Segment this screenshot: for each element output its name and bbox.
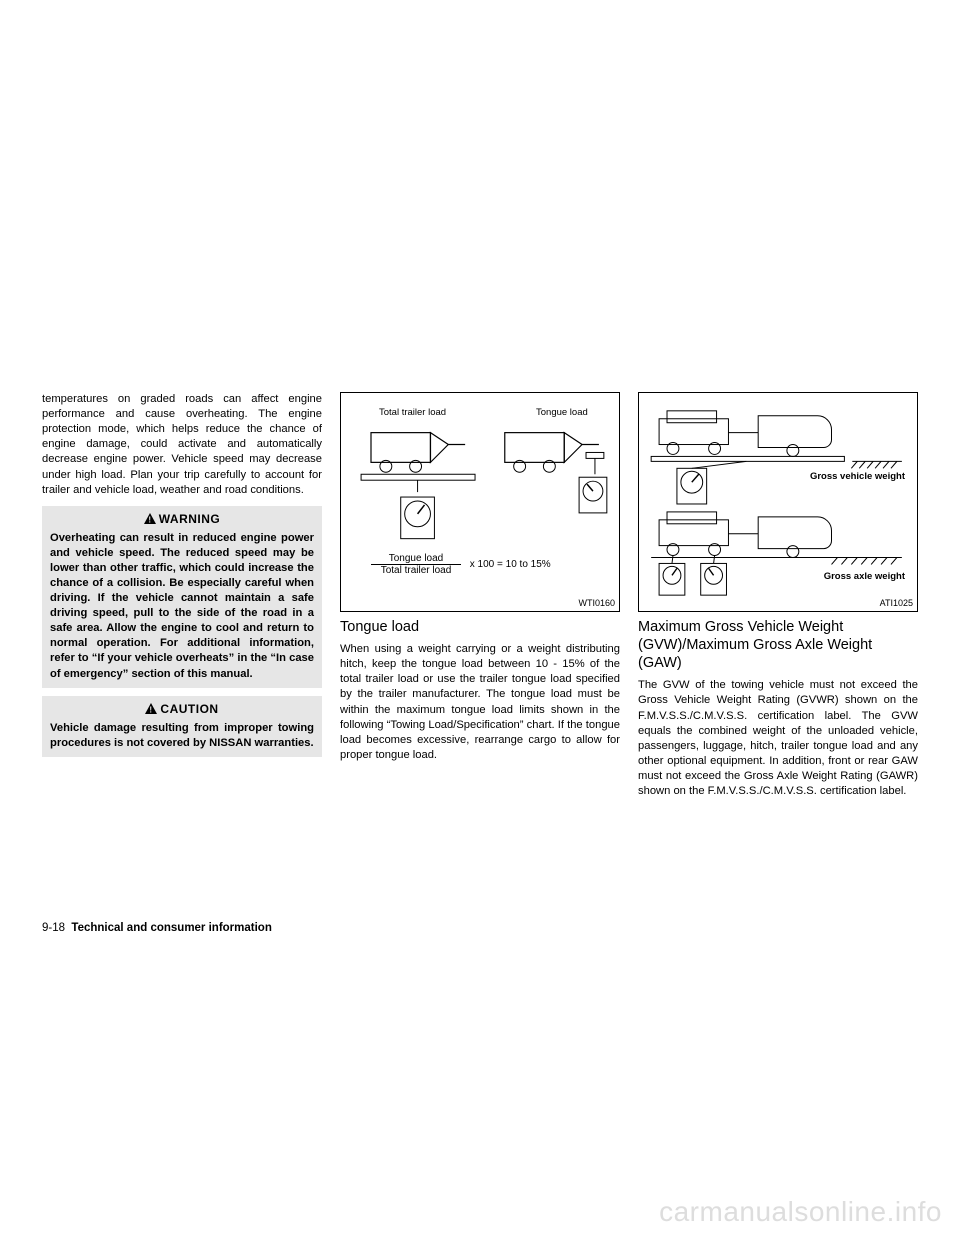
watermark: carmanualsonline.info xyxy=(659,1196,942,1228)
column-1: temperatures on graded roads can affect … xyxy=(42,392,322,807)
warning-text: Overheating can result in reduced engine… xyxy=(50,531,314,682)
warning-label: WARNING xyxy=(159,512,221,526)
page-number: 9-18 xyxy=(42,922,65,934)
figure-gvw-gaw: Gross vehicle weight Gross axle weight A… xyxy=(638,392,918,612)
frac-top: Tongue load xyxy=(371,553,461,564)
tongue-load-diagram xyxy=(341,393,619,611)
caution-icon: ! xyxy=(145,703,157,717)
warning-header: ! WARNING xyxy=(50,512,314,527)
caution-text: Vehicle damage resulting from improper t… xyxy=(50,721,314,751)
label-tongue-load: Tongue load xyxy=(536,407,588,418)
page-footer: 9-18 Technical and consumer information xyxy=(42,922,272,934)
figure-code-1: WTI0160 xyxy=(578,598,615,608)
formula: Tongue load Total trailer load x 100 = 1… xyxy=(371,553,551,576)
subhead-gvw-gaw: Maximum Gross Vehicle Weight (GVW)/Maxim… xyxy=(638,618,918,672)
formula-right: x 100 = 10 to 15% xyxy=(470,559,551,570)
body-gvw-gaw: The GVW of the towing vehicle must not e… xyxy=(638,678,918,799)
svg-text:!: ! xyxy=(150,705,153,714)
warning-box: ! WARNING Overheating can result in redu… xyxy=(42,506,322,688)
caution-header: ! CAUTION xyxy=(50,702,314,717)
label-gaw: Gross axle weight xyxy=(824,571,905,582)
subhead-tongue-load: Tongue load xyxy=(340,618,620,636)
caution-box: ! CAUTION Vehicle damage resulting from … xyxy=(42,696,322,757)
intro-paragraph: temperatures on graded roads can affect … xyxy=(42,392,322,498)
column-3: Gross vehicle weight Gross axle weight A… xyxy=(638,392,918,807)
figure-tongue-load: Total trailer load Tongue load Tongue lo… xyxy=(340,392,620,612)
column-2: Total trailer load Tongue load Tongue lo… xyxy=(340,392,620,807)
label-gvw: Gross vehicle weight xyxy=(810,471,905,482)
label-total-trailer-load: Total trailer load xyxy=(379,407,446,418)
figure-code-2: ATI1025 xyxy=(880,598,913,608)
caution-label: CAUTION xyxy=(160,702,218,716)
frac-bottom: Total trailer load xyxy=(371,565,461,576)
warning-icon: ! xyxy=(144,513,156,527)
section-title: Technical and consumer information xyxy=(71,922,271,934)
body-tongue-load: When using a weight carrying or a weight… xyxy=(340,642,620,763)
page-content: temperatures on graded roads can affect … xyxy=(42,392,918,807)
svg-text:!: ! xyxy=(148,515,151,524)
